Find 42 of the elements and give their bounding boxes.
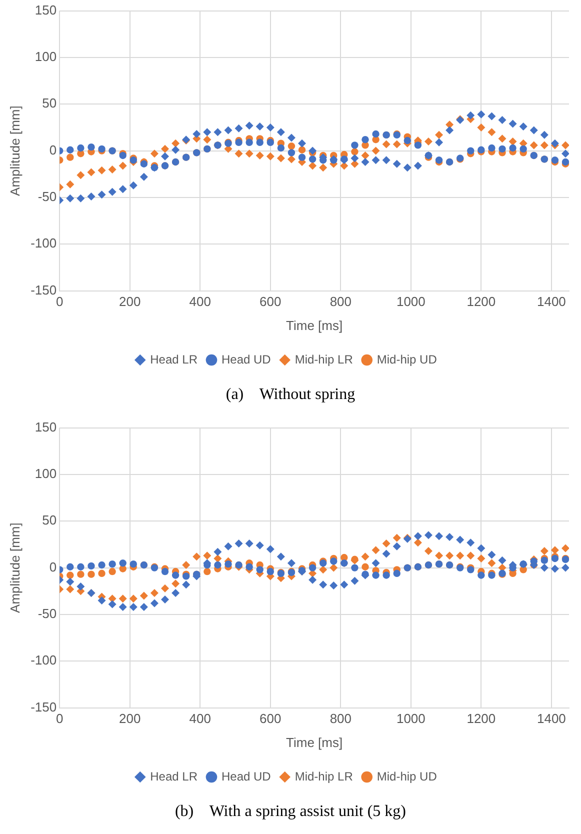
x-tick-label: 1200 [466, 711, 496, 726]
x-tick-label: 800 [330, 711, 352, 726]
legend-label: Head LR [150, 352, 198, 366]
x-tick-label: 1400 [536, 711, 566, 726]
y-tick-label: 50 [42, 512, 57, 528]
y-tick-label: 150 [34, 419, 57, 434]
x-tick-label: 1400 [536, 294, 566, 310]
y-tick-label: 150 [34, 2, 57, 18]
legend-label: Mid-hip UD [376, 769, 438, 784]
legend-label: Mid-hip LR [294, 769, 354, 784]
legend-label: Mid-hip UD [376, 352, 438, 366]
text: (a) Without spring [224, 385, 356, 405]
legend-label: Head UD [221, 352, 272, 366]
x-axis-title: Time [ms] [286, 318, 343, 333]
y-axis-title: Amplitude [mm] [7, 106, 22, 196]
x-tick-label: 200 [119, 294, 141, 310]
x-tick-label: 1000 [396, 711, 426, 726]
y-tick-label: -150 [30, 699, 57, 714]
legend-label: Mid-hip LR [294, 352, 354, 366]
legend-label: Head LR [150, 769, 198, 784]
y-tick-label: -100 [30, 236, 57, 251]
x-tick-label: 1200 [466, 294, 496, 310]
y-tick-label: 100 [34, 466, 57, 482]
x-tick-label: 600 [260, 294, 282, 310]
y-tick-label: 0 [49, 142, 57, 158]
y-tick-label: -100 [30, 652, 57, 668]
legend-label: Head UD [221, 769, 272, 784]
text: (b) With a spring assist unit (5 kg) [174, 802, 408, 822]
x-tick-label: 600 [260, 711, 282, 726]
y-tick-label: 100 [34, 49, 57, 64]
y-axis-title: Amplitude [mm] [7, 522, 22, 613]
y-tick-label: -150 [30, 282, 57, 298]
x-axis-title: Time [ms] [286, 734, 343, 750]
x-tick-label: 800 [330, 294, 352, 310]
x-tick-label: 1000 [396, 294, 426, 310]
y-tick-label: -50 [38, 606, 57, 622]
x-tick-label: 200 [119, 711, 141, 726]
x-tick-label: 400 [189, 711, 211, 726]
x-tick-label: 400 [189, 294, 211, 310]
y-tick-label: 50 [42, 96, 57, 111]
y-tick-label: -50 [38, 189, 57, 204]
y-tick-label: 0 [49, 559, 57, 574]
